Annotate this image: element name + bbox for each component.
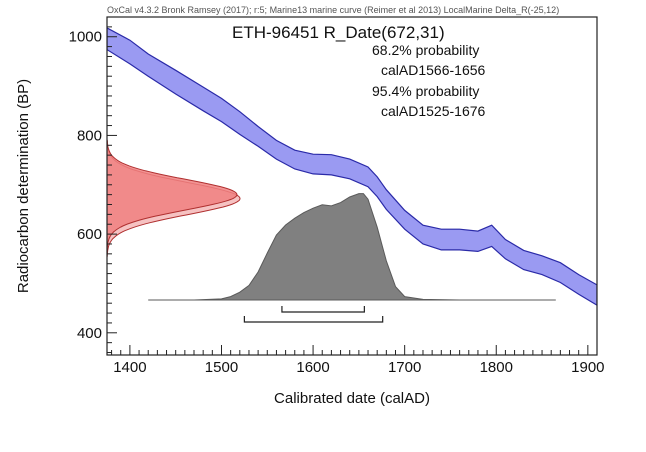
x-tick-label: 1800	[480, 359, 513, 376]
plot-area	[107, 27, 597, 323]
y-axis-label: Radiocarbon determination (BP)	[15, 79, 32, 293]
x-tick-label: 1600	[296, 359, 329, 376]
prob-95-range: calAD1525-1676	[381, 103, 486, 119]
y-tick-label: 1000	[69, 29, 102, 46]
x-tick-label: 1900	[571, 359, 604, 376]
prob-95-label: 95.4% probability	[372, 83, 479, 99]
x-tick-label: 1400	[113, 359, 146, 376]
prob-68-label: 68.2% probability	[372, 42, 479, 58]
oxcal-header: OxCal v4.3.2 Bronk Ramsey (2017); r:5; M…	[107, 5, 559, 15]
plot-frame	[106, 16, 598, 356]
y-tick-label: 400	[77, 325, 102, 342]
chart-title: ETH-96451 R_Date(672,31)	[232, 23, 445, 42]
x-axis-label: Calibrated date (calAD)	[274, 390, 430, 407]
y-tick-label: 600	[77, 226, 102, 243]
range-68-bracket	[281, 306, 365, 313]
x-tick-label: 1700	[388, 359, 421, 376]
range-95-bracket	[243, 316, 384, 323]
y-tick-label: 800	[77, 127, 102, 144]
radiocarbon-date-distribution	[107, 139, 238, 251]
x-tick-label: 1500	[205, 359, 238, 376]
axis-ticks: 1400 1500 1600 1700 1800 1900 400 600 800 1000	[69, 16, 605, 376]
calibrated-distribution	[148, 193, 556, 301]
calibration-curve-band	[107, 27, 597, 306]
prob-68-range: calAD1566-1656	[381, 62, 486, 78]
